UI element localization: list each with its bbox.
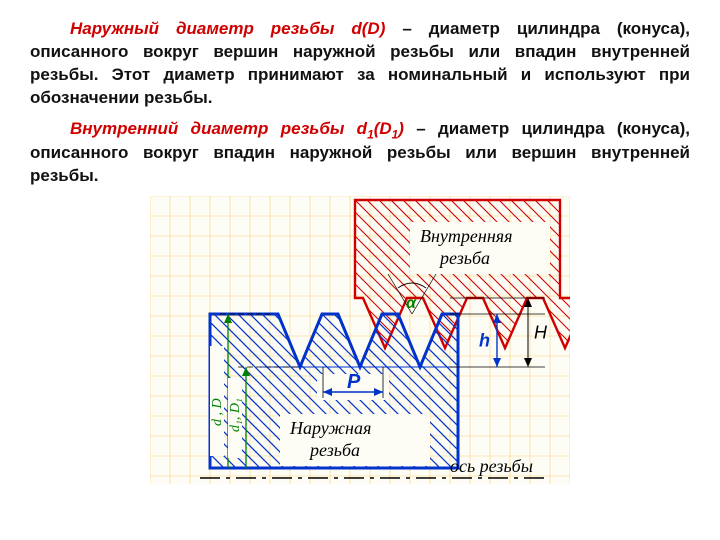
- label-axis: ось резьбы: [450, 456, 533, 476]
- svg-text:d₁, D₁: d₁, D₁: [228, 398, 243, 432]
- label-outer-thread-1: Наружная: [289, 418, 371, 438]
- term-inner-diameter: Внутренний диаметр резьбы d1(D1): [70, 119, 404, 138]
- paragraph-1: Наружный диаметр резьбы d(D) – диаметр ц…: [30, 18, 690, 110]
- label-pitch: P: [347, 371, 361, 393]
- label-outer-thread-2: резьба: [308, 440, 360, 460]
- label-h: h: [479, 331, 490, 351]
- label-alpha: α: [406, 295, 417, 312]
- thread-diagram: ВнутренняярезьбаНаружнаярезьбаhHPαd , Dd…: [0, 196, 720, 496]
- label-inner-thread-2: резьба: [438, 248, 490, 268]
- paragraph-2: Внутренний диаметр резьбы d1(D1) – диаме…: [30, 118, 690, 188]
- svg-text:d , D: d , D: [210, 398, 225, 426]
- label-inner-thread-1: Внутренняя: [420, 226, 513, 246]
- term-outer-diameter: Наружный диаметр резьбы d(D): [70, 19, 385, 38]
- label-H: H: [534, 323, 548, 343]
